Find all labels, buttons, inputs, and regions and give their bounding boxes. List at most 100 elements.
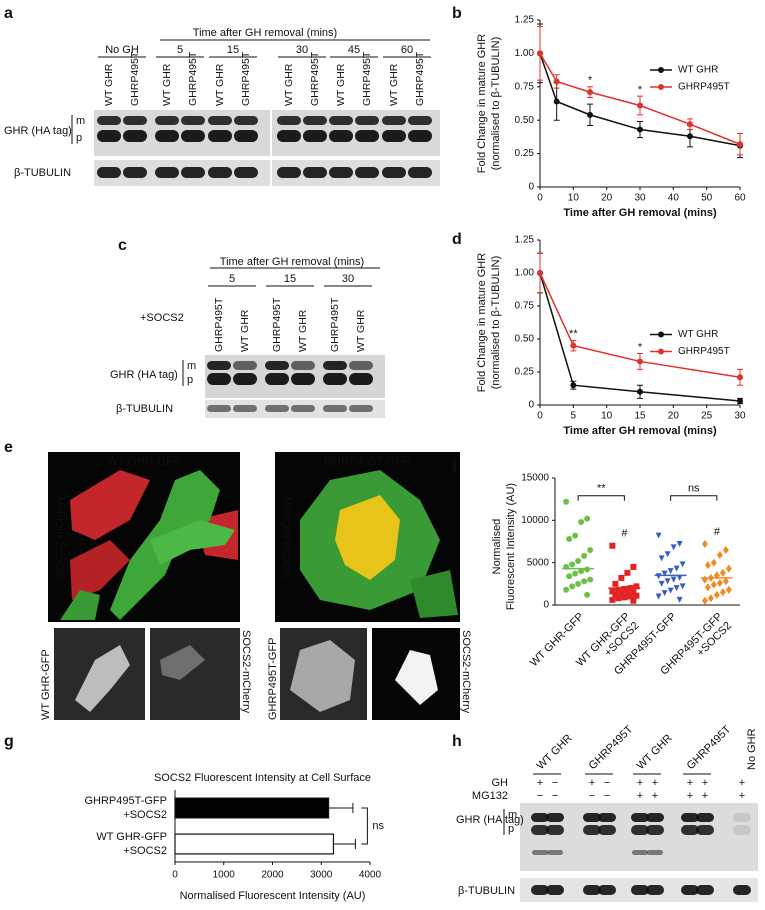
blot-band: [583, 825, 601, 835]
data-point: [664, 578, 671, 585]
lane-label: No GHR: [746, 728, 758, 770]
data-point: [722, 577, 729, 586]
data-point: [537, 50, 543, 57]
blot-band: [696, 885, 714, 895]
blot-band: [408, 116, 432, 125]
blot-band: [291, 373, 315, 385]
panel-letter: d: [452, 231, 462, 248]
y-tick-label: 0.25: [515, 148, 535, 159]
lane-label: GHRP495T: [271, 297, 283, 352]
blot-band: [277, 116, 301, 125]
y-tick-label: 0.75: [515, 301, 535, 312]
data-point: [704, 561, 711, 570]
condition-mark: +: [687, 790, 693, 802]
y-tick-label: 0.50: [515, 334, 535, 345]
blot-band: [155, 167, 179, 178]
green-cell: [410, 570, 458, 618]
data-point: [581, 578, 588, 585]
series-line: [539, 53, 741, 147]
series-line: [539, 272, 741, 379]
data-point: [553, 78, 560, 85]
data-point: [707, 594, 714, 603]
error-bar: [333, 839, 356, 849]
data-point: [710, 558, 717, 567]
condition-mark: +: [652, 790, 658, 802]
blot-band: [97, 130, 121, 142]
data-point: [637, 358, 643, 365]
lane-label: GHRP495T: [587, 723, 636, 772]
data-point: [630, 589, 637, 596]
y-axis-label: (normalised to β-TUBULIN): [490, 256, 502, 389]
data-point: [609, 542, 616, 549]
blot-band: [303, 130, 327, 142]
legend-label: WT GHR: [678, 65, 718, 76]
blot-band: [155, 116, 179, 125]
data-point: [566, 573, 573, 580]
data-point: [716, 578, 723, 587]
blot-band: [531, 813, 549, 822]
bracket: [577, 495, 625, 501]
blot-band: [207, 405, 231, 412]
data-point: [658, 555, 665, 562]
data-point: [630, 597, 637, 604]
condition-mark: +: [637, 777, 643, 789]
y-tick-label: 1.25: [515, 235, 535, 246]
lane-label: GHRP495T: [129, 51, 141, 106]
data-point: [587, 111, 593, 118]
blot-band: [632, 850, 648, 855]
data-point: [569, 561, 576, 568]
data-point: [737, 141, 743, 148]
panel-letter: g: [4, 733, 14, 750]
row-label: β-TUBULIN: [14, 167, 71, 179]
data-point: [687, 121, 693, 128]
x-axis-label: Time after GH removal (mins): [563, 207, 717, 219]
x-tick-label: 2000: [261, 870, 284, 881]
blot-band: [382, 116, 406, 125]
blot-band: [733, 825, 751, 835]
data-point: [737, 374, 743, 381]
series-line: [539, 53, 741, 145]
blot-band: [265, 361, 289, 370]
data-point: [701, 596, 708, 605]
significance: #: [714, 526, 721, 538]
data-point: [737, 398, 743, 405]
blot-band: [583, 813, 601, 822]
x-tick-label: 10: [568, 193, 580, 204]
group-label: 60: [401, 44, 413, 56]
series-line: [539, 272, 741, 402]
data-point: [710, 580, 717, 589]
blot-band: [531, 885, 549, 895]
y-tick-label: 0: [528, 182, 534, 193]
lane-label: GHRP495T: [414, 51, 426, 106]
data-point: [570, 342, 577, 349]
row-label: β-TUBULIN: [116, 403, 173, 415]
grey-cell: [395, 650, 438, 705]
bar: [174, 833, 335, 855]
blot-band: [265, 373, 289, 385]
data-point: [609, 596, 616, 603]
blot-band: [181, 167, 205, 178]
significance: *: [638, 341, 643, 353]
data-point: [572, 570, 579, 577]
bar: [174, 797, 330, 819]
blot-band: [233, 373, 257, 385]
data-point: [679, 583, 686, 590]
x-tick-label: 5: [571, 411, 577, 422]
panel-letter: a: [4, 5, 13, 22]
data-point: [537, 270, 543, 276]
grey-cell: [160, 645, 205, 680]
x-tick-label: 0: [537, 193, 543, 204]
data-point: [633, 583, 640, 590]
blot-band: [323, 405, 347, 412]
group-label: 15: [227, 44, 239, 56]
data-point: [609, 588, 616, 595]
panel-letter: e: [4, 439, 13, 456]
data-point: [566, 535, 573, 542]
image-title: WT GHR-GFP: [107, 456, 181, 468]
blot-band: [681, 885, 699, 895]
x-tick-label: 50: [701, 193, 713, 204]
group-label: 30: [342, 273, 354, 285]
green-cell: [60, 590, 100, 620]
data-point: [612, 591, 619, 598]
